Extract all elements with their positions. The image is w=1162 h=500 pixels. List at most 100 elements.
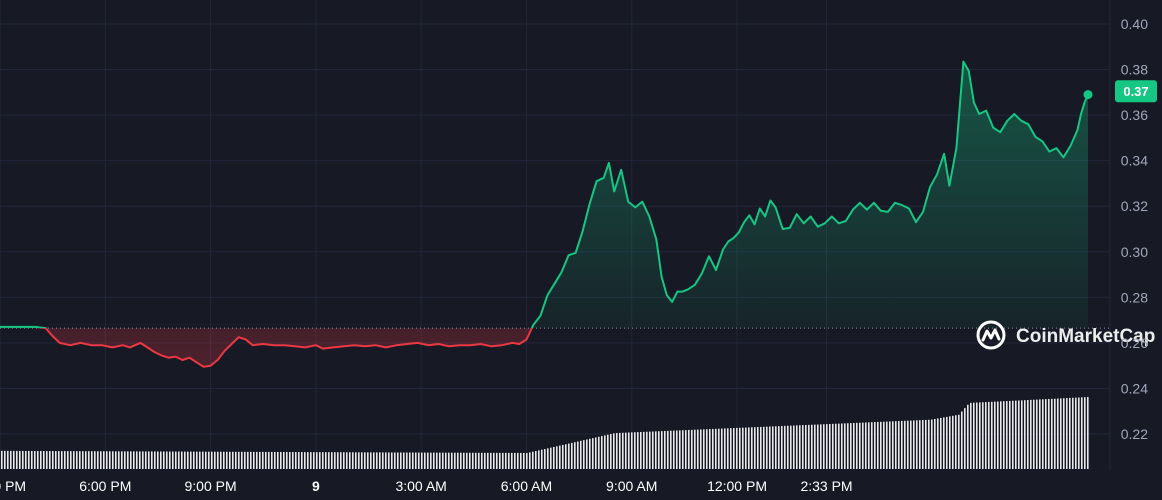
- volume-bar: [4, 450, 6, 469]
- volume-bar: [505, 452, 507, 469]
- volume-bar: [919, 420, 921, 469]
- volume-bar: [514, 452, 516, 469]
- volume-bar: [58, 451, 60, 469]
- volume-bar: [769, 426, 771, 469]
- volume-bar: [793, 425, 795, 469]
- volume-bar: [652, 431, 654, 469]
- volume-bar: [121, 451, 123, 469]
- y-tick-label: 0.28: [1121, 289, 1148, 305]
- volume-bar: [286, 452, 288, 469]
- y-tick-label: 0.26: [1121, 335, 1148, 351]
- volume-bar: [622, 432, 624, 469]
- volume-bar: [703, 429, 705, 469]
- volume-bar: [1021, 400, 1023, 469]
- volume-bar: [958, 414, 960, 469]
- volume-bar: [529, 452, 531, 469]
- volume-bar: [763, 426, 765, 469]
- y-tick-label: 0.36: [1121, 107, 1148, 123]
- volume-bar: [583, 440, 585, 469]
- volume-bar: [79, 451, 81, 469]
- price-line: [0, 60, 1089, 368]
- volume-bar: [205, 451, 207, 469]
- volume-bar: [580, 440, 582, 469]
- volume-bar: [634, 432, 636, 469]
- volume-bar: [976, 402, 978, 469]
- volume-bar: [277, 451, 279, 469]
- volume-bar: [901, 420, 903, 469]
- volume-bar: [190, 451, 192, 469]
- volume-bar: [874, 422, 876, 469]
- volume-bar: [244, 451, 246, 469]
- volume-bar: [466, 452, 468, 469]
- volume-bar: [133, 451, 135, 469]
- volume-bar: [829, 423, 831, 469]
- volume-bar: [364, 452, 366, 469]
- volume-bar: [781, 426, 783, 469]
- volume-bar: [832, 423, 834, 469]
- volume-bar: [481, 452, 483, 469]
- volume-bar: [424, 452, 426, 469]
- volume-bar: [415, 452, 417, 469]
- y-tick-label: 0.38: [1121, 62, 1148, 78]
- volume-bar: [322, 452, 324, 469]
- volume-bar: [817, 424, 819, 469]
- volume-bar: [262, 451, 264, 469]
- volume-bar: [1006, 401, 1008, 469]
- volume-bar: [70, 451, 72, 469]
- volume-bar: [1063, 398, 1065, 469]
- volume-bar: [1033, 399, 1035, 469]
- volume-bar: [859, 422, 861, 469]
- volume-bar: [751, 427, 753, 469]
- volume-bar: [964, 408, 966, 469]
- volume-bar: [304, 452, 306, 469]
- volume-bar: [34, 450, 36, 469]
- price-line-down: [36, 328, 534, 368]
- y-axis: 0.22 0.24 0.26 0.28 0.30 0.32 0.34 0.36 0.38 0.40: [1121, 16, 1148, 442]
- volume-bar: [637, 432, 639, 469]
- x-tick-label: 12:00 PM: [707, 478, 767, 494]
- volume-bar: [808, 424, 810, 469]
- volume-bar: [748, 427, 750, 469]
- volume-bar: [1084, 397, 1086, 469]
- volume-bar: [115, 451, 117, 469]
- volume-bar: [379, 452, 381, 469]
- volume-bar: [118, 451, 120, 469]
- volume-bar: [100, 451, 102, 469]
- volume-bar: [433, 452, 435, 469]
- volume-bar: [361, 452, 363, 469]
- volume-bar: [421, 452, 423, 469]
- volume-bar: [1054, 398, 1056, 469]
- volume-bar: [847, 423, 849, 469]
- volume-bar: [547, 448, 549, 469]
- volume-bar: [937, 418, 939, 469]
- volume-bar: [616, 433, 618, 469]
- volume-bar: [784, 425, 786, 469]
- volume-bar: [409, 452, 411, 469]
- volume-bar: [487, 452, 489, 469]
- volume-bar: [853, 422, 855, 469]
- volume-bar: [973, 402, 975, 469]
- volume-bar: [988, 401, 990, 469]
- volume-bar: [226, 451, 228, 469]
- volume-bar: [1045, 399, 1047, 469]
- volume-bar: [592, 438, 594, 469]
- volume-bar: [157, 451, 159, 469]
- volume-bar: [130, 451, 132, 469]
- volume-bar: [673, 430, 675, 469]
- volume-bar: [331, 452, 333, 469]
- volume-bar: [298, 452, 300, 469]
- volume-bar: [88, 451, 90, 469]
- volume-bar: [82, 451, 84, 469]
- volume-bar: [370, 452, 372, 469]
- volume-bar: [301, 452, 303, 469]
- volume-bar: [76, 451, 78, 469]
- volume-bar: [427, 452, 429, 469]
- volume-bar: [13, 450, 15, 469]
- volume-bar: [589, 438, 591, 469]
- volume-bar: [376, 452, 378, 469]
- volume-bar: [868, 422, 870, 469]
- y-tick-label: 0.22: [1121, 426, 1148, 442]
- volume-bar: [1066, 398, 1068, 469]
- x-tick-label: 9:00 AM: [606, 478, 657, 494]
- volume-bar: [967, 404, 969, 469]
